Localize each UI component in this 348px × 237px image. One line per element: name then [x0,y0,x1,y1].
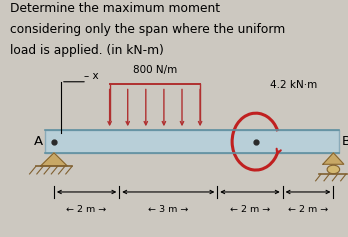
Polygon shape [41,153,67,166]
Text: B: B [342,135,348,148]
Text: A: A [34,135,44,148]
Text: 4.2 kN·m: 4.2 kN·m [270,80,317,90]
Text: load is applied. (in kN-m): load is applied. (in kN-m) [10,44,164,57]
Text: – x: – x [84,71,98,81]
Text: Determine the maximum moment: Determine the maximum moment [10,2,221,15]
Text: ← 3 m →: ← 3 m → [148,205,189,214]
Polygon shape [323,153,344,164]
Text: ← 2 m →: ← 2 m → [230,205,270,214]
Text: ← 2 m →: ← 2 m → [66,205,107,214]
Text: ← 2 m →: ← 2 m → [288,205,328,214]
Text: considering only the span where the uniform: considering only the span where the unif… [10,23,286,36]
Circle shape [327,165,340,174]
Text: 800 N/m: 800 N/m [133,65,177,75]
Bar [45,130,339,153]
